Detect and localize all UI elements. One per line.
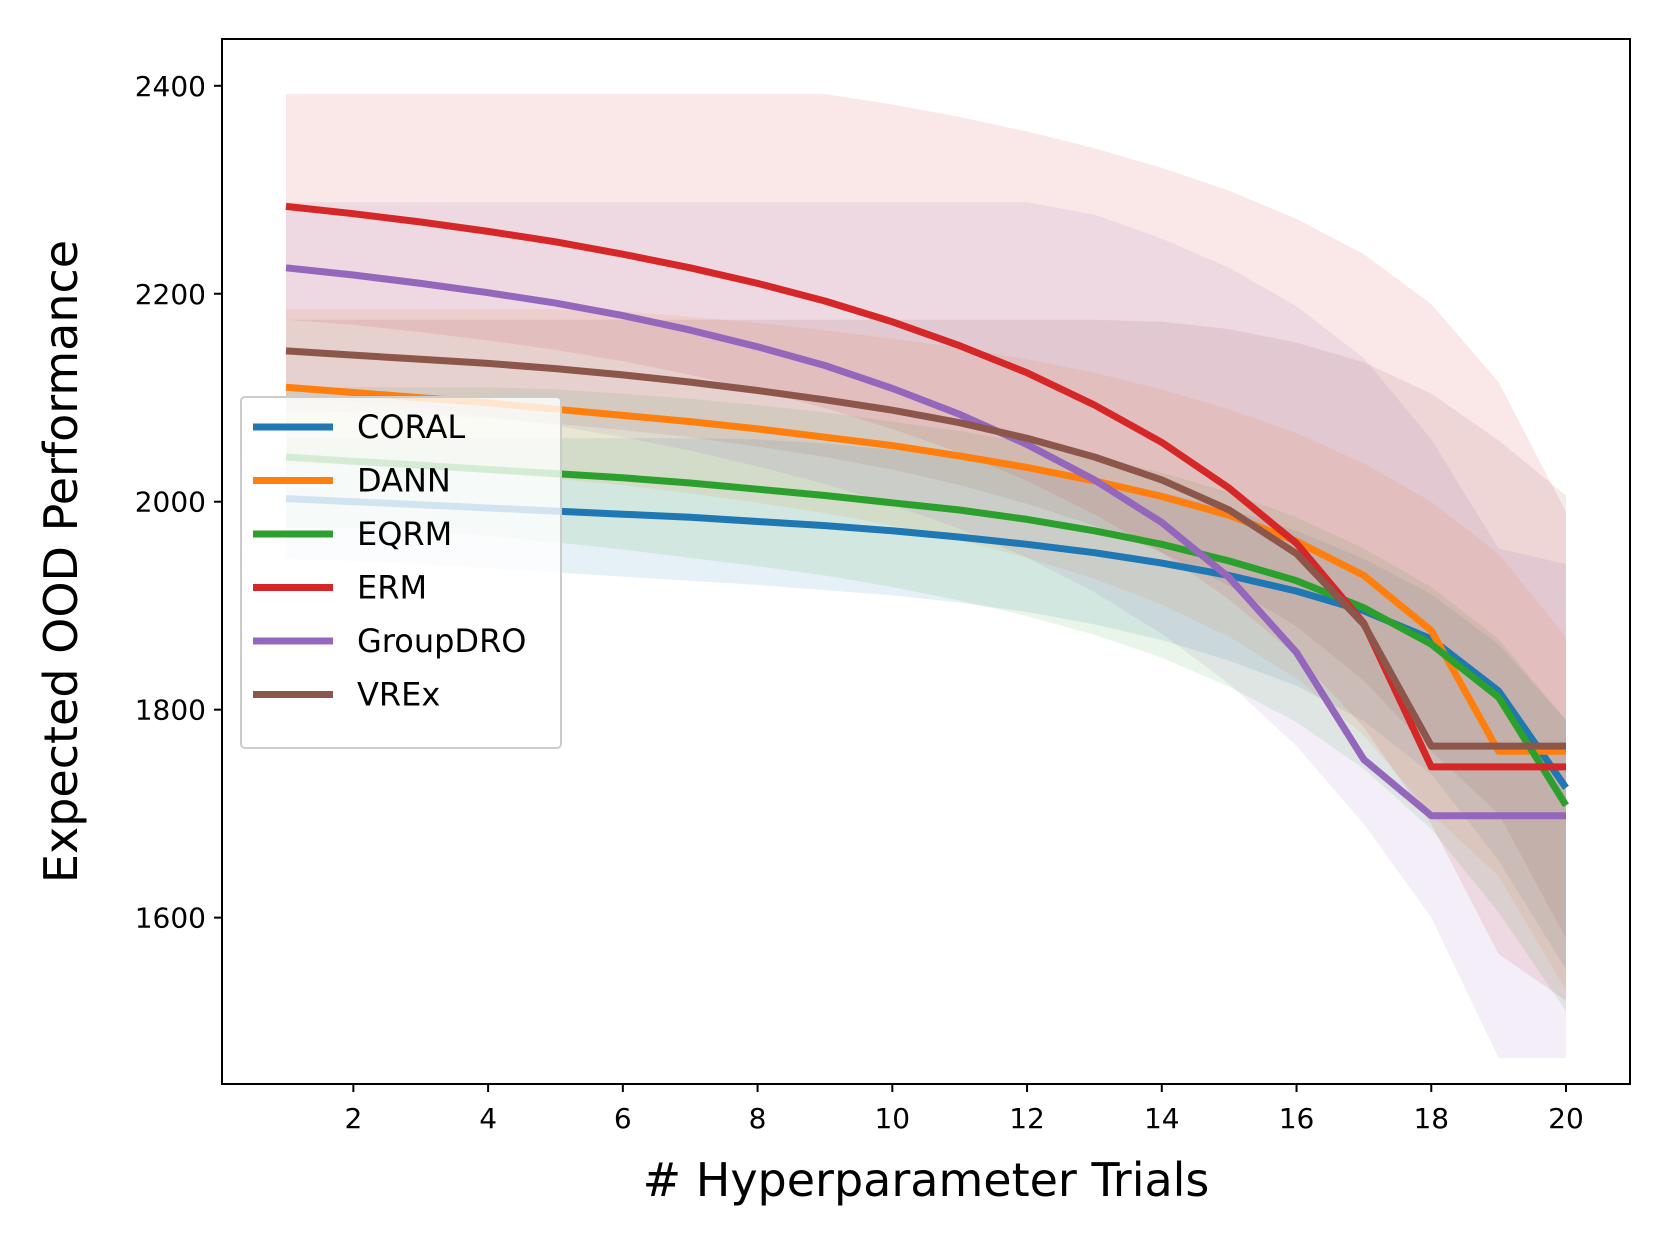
y-tick-label: 1600 bbox=[135, 902, 206, 935]
x-axis-label: # Hyperparameter Trials bbox=[643, 1153, 1210, 1207]
legend: CORAL DANN EQRM ERM GroupDRO VREx bbox=[240, 396, 562, 749]
y-axis-ticks: 1600 1800 2000 2200 2400 bbox=[135, 70, 222, 935]
y-tick-label: 2400 bbox=[135, 70, 206, 103]
x-tick-label: 4 bbox=[479, 1102, 497, 1135]
x-tick-label: 20 bbox=[1548, 1102, 1584, 1135]
plot-frame bbox=[221, 38, 1631, 1085]
y-tick-label: 1800 bbox=[135, 694, 206, 727]
band-erm bbox=[286, 94, 1566, 1001]
x-tick-label: 6 bbox=[614, 1102, 632, 1135]
x-tick-label: 12 bbox=[1009, 1102, 1045, 1135]
x-tick-label: 14 bbox=[1144, 1102, 1180, 1135]
x-tick-label: 18 bbox=[1413, 1102, 1449, 1135]
y-axis-label: Expected OOD Performance bbox=[34, 240, 88, 883]
x-tick-label: 10 bbox=[874, 1102, 910, 1135]
legend-label-groupdro: GroupDRO bbox=[357, 622, 526, 660]
band-coral bbox=[286, 438, 1566, 970]
legend-label-coral: CORAL bbox=[357, 408, 465, 446]
x-tick-label: 16 bbox=[1279, 1102, 1315, 1135]
legend-label-erm: ERM bbox=[357, 569, 427, 607]
x-axis-ticks: 2 4 6 8 10 12 14 16 18 20 bbox=[344, 1084, 1584, 1135]
x-tick-label: 2 bbox=[344, 1102, 362, 1135]
y-tick-label: 2000 bbox=[135, 486, 206, 519]
line-vrex bbox=[285, 347, 1566, 750]
band-vrex bbox=[286, 319, 1566, 939]
y-tick-label: 2200 bbox=[135, 278, 206, 311]
legend-label-eqrm: EQRM bbox=[357, 515, 452, 553]
legend-label-vrex: VREx bbox=[357, 676, 440, 714]
legend-box bbox=[240, 396, 562, 749]
legend-label-dann: DANN bbox=[357, 462, 451, 500]
x-tick-label: 8 bbox=[749, 1102, 767, 1135]
band-eqrm bbox=[286, 387, 1566, 1012]
line-groupdro bbox=[285, 264, 1566, 820]
